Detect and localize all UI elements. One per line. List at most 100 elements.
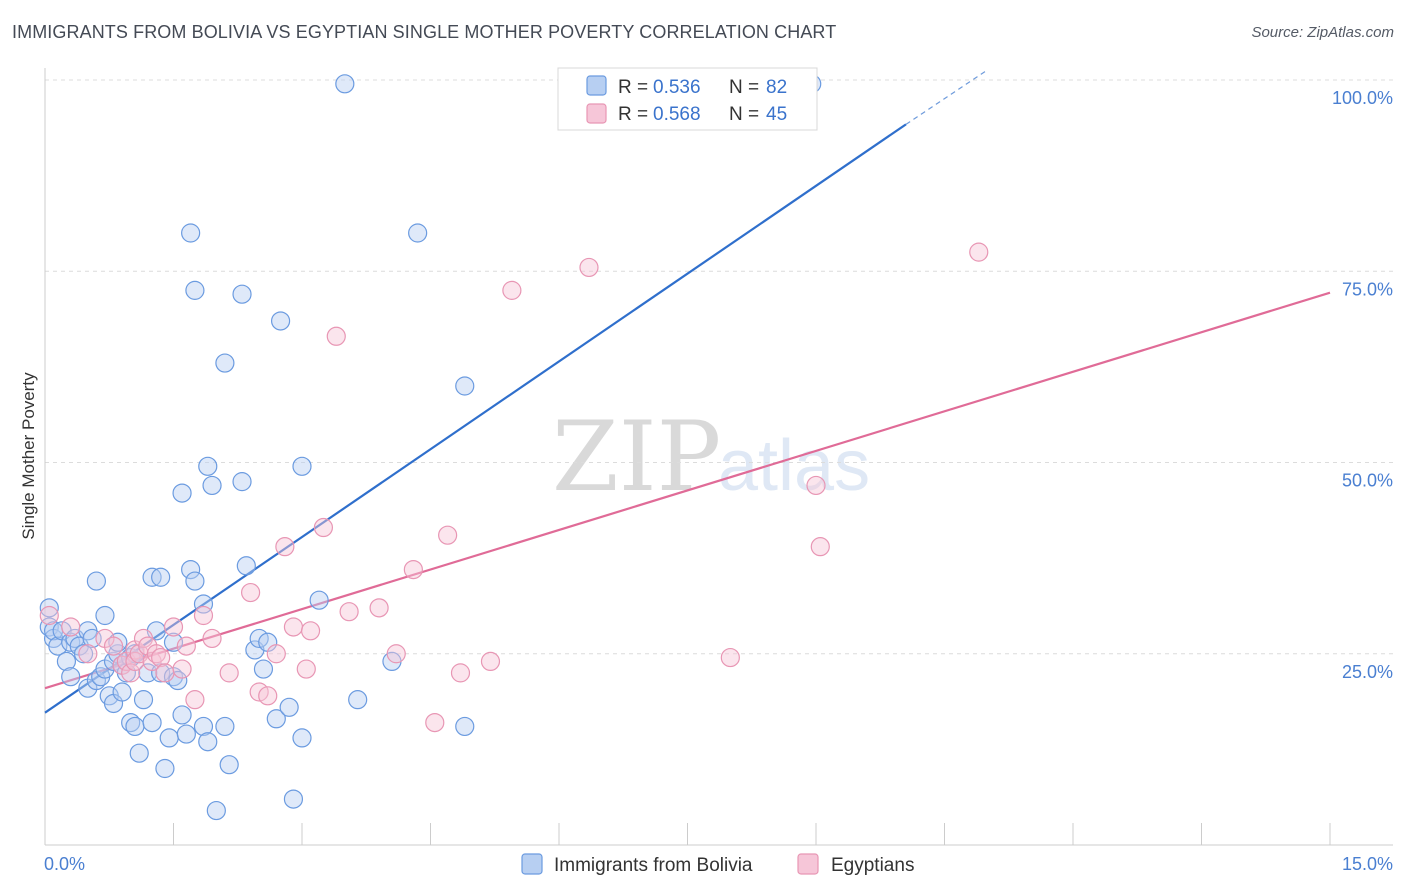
egyptians-point — [202, 628, 222, 649]
bolivia-point — [185, 571, 205, 591]
egyptians-point — [172, 659, 192, 679]
axes — [44, 68, 1393, 846]
bottom-legend-swatch-bolivia — [521, 853, 543, 875]
egyptians-point — [163, 617, 184, 637]
bolivia-point — [129, 743, 149, 763]
bolivia-point — [266, 709, 286, 729]
legend: R = 0.536 N = 82 R = 0.568 N = 45 — [557, 67, 818, 131]
bolivia-point — [112, 682, 132, 702]
egyptians-point — [403, 559, 423, 580]
bolivia-point — [125, 716, 145, 737]
bolivia-point — [163, 632, 184, 652]
x-tick-label-1: 15.0% — [1342, 854, 1393, 874]
egyptians-point — [283, 617, 304, 637]
bolivia-point — [283, 789, 304, 809]
bolivia-point — [95, 605, 115, 626]
bolivia-point — [219, 755, 239, 775]
egyptians-point — [425, 712, 445, 733]
bolivia-point — [142, 712, 162, 733]
bolivia-point — [292, 456, 312, 476]
bolivia-point — [39, 598, 59, 618]
bolivia-point — [335, 74, 355, 94]
x-tick-label-0: 0.0% — [44, 854, 85, 874]
bolivia-point — [155, 758, 175, 779]
bottom-legend-label-egyptians: Egyptians — [831, 855, 914, 876]
bolivia-point — [151, 567, 171, 587]
bolivia-point — [86, 571, 107, 591]
bolivia-point — [348, 690, 368, 710]
grid — [45, 79, 1393, 655]
egyptians-point — [121, 663, 141, 683]
bolivia-point — [215, 353, 235, 373]
egyptians-point — [438, 525, 458, 545]
bolivia-point — [292, 728, 312, 748]
egyptians-point — [720, 647, 740, 668]
bolivia-point — [253, 659, 274, 679]
egyptians-point — [258, 686, 278, 706]
bolivia-point — [206, 800, 226, 821]
bolivia-point — [408, 223, 428, 243]
bolivia-point — [185, 280, 205, 300]
bolivia-trend-extension — [905, 69, 988, 125]
bolivia-point — [198, 456, 218, 476]
legend-r-label-bolivia: R = — [618, 77, 648, 98]
egyptians-point — [266, 644, 286, 664]
egyptians-point — [300, 621, 321, 641]
egyptians-point — [155, 663, 175, 683]
egyptians-point — [241, 582, 261, 603]
bolivia-point — [133, 690, 154, 710]
bolivia-trend-line — [44, 123, 907, 714]
bolivia-point — [181, 223, 201, 243]
legend-r-value-egyptians: 0.568 — [653, 104, 701, 125]
egyptians-point — [326, 326, 346, 346]
egyptians-point — [806, 475, 826, 496]
egyptians-point — [193, 605, 214, 626]
legend-n-label-egyptians: N = — [729, 104, 759, 125]
bottom-legend-label-bolivia: Immigrants from Bolivia — [554, 855, 753, 876]
bolivia-point — [309, 590, 329, 610]
egyptians-point — [810, 537, 830, 557]
watermark: ZIP atlas — [552, 401, 870, 513]
bolivia-point — [215, 716, 235, 737]
egyptians-point — [61, 617, 81, 637]
bolivia-point — [172, 705, 192, 725]
data-points — [39, 74, 989, 821]
bolivia-point — [159, 728, 179, 748]
egyptians-point — [185, 690, 205, 710]
bolivia-point — [61, 667, 81, 687]
bolivia-point — [270, 311, 291, 331]
bolivia-point — [181, 559, 201, 580]
egyptians-point — [502, 280, 522, 300]
bolivia-point — [198, 732, 218, 752]
egyptians-point — [480, 651, 501, 672]
egyptians-point — [176, 636, 196, 656]
bolivia-point — [73, 644, 94, 664]
bolivia-point — [202, 475, 222, 496]
bottom-legend: Immigrants from Bolivia Egyptians — [521, 853, 914, 876]
y-tick-label-1: 50.0% — [1342, 471, 1393, 491]
egyptians-point — [219, 663, 239, 683]
bolivia-point — [455, 716, 475, 737]
chart-title: IMMIGRANTS FROM BOLIVIA VS EGYPTIAN SING… — [12, 22, 837, 42]
source-label: Source: ZipAtlas.com — [1251, 24, 1394, 41]
trend-lines — [44, 69, 1331, 714]
legend-r-label-egyptians: R = — [618, 104, 648, 125]
bolivia-point — [232, 284, 252, 304]
egyptians-point — [103, 636, 124, 656]
egyptians-point — [275, 537, 295, 557]
bolivia-point — [279, 697, 299, 717]
egyptians-trend-line — [44, 291, 1331, 690]
legend-n-label-bolivia: N = — [729, 77, 759, 98]
bolivia-point — [193, 594, 214, 614]
egyptians-point — [313, 517, 334, 538]
bolivia-point — [56, 651, 77, 672]
bolivia-point — [48, 636, 68, 656]
watermark-atlas: atlas — [718, 426, 870, 506]
y-tick-labels: 25.0% 50.0% 75.0% 100.0% — [1332, 88, 1393, 682]
bottom-legend-swatch-egyptians — [797, 853, 819, 875]
legend-swatch-egyptians — [586, 103, 607, 124]
legend-swatch-bolivia — [586, 75, 607, 96]
egyptians-point — [386, 644, 406, 664]
legend-r-value-bolivia: 0.536 — [653, 77, 701, 98]
